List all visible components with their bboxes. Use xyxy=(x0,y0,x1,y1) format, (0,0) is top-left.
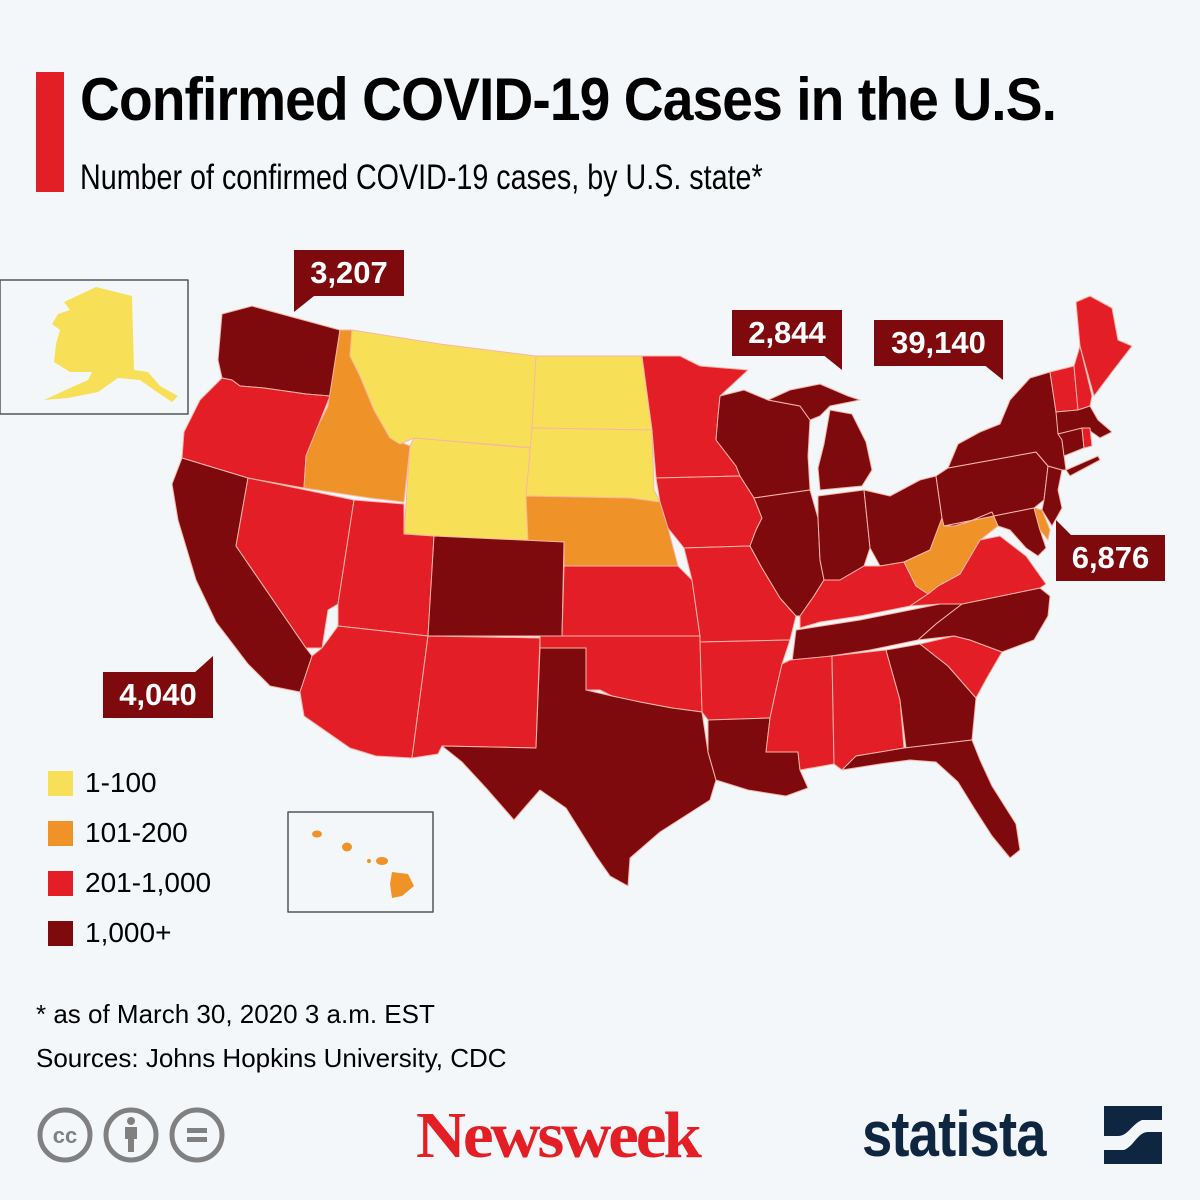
legend-swatch xyxy=(48,820,73,846)
legend: 1-100 101-200 201-1,000 1,000+ xyxy=(48,758,211,958)
legend-swatch xyxy=(48,870,73,896)
state-hawaii xyxy=(312,830,414,898)
legend-item: 101-200 xyxy=(48,808,211,858)
state-south-dakota xyxy=(525,427,661,503)
state-north-dakota xyxy=(531,355,653,431)
state-delaware xyxy=(1033,507,1051,541)
statista-logo[interactable]: statista xyxy=(862,1098,1047,1170)
state-washington xyxy=(217,305,341,397)
svg-text:cc: cc xyxy=(53,1123,77,1148)
callout-california: 4,040 xyxy=(103,672,213,718)
state-kansas xyxy=(561,565,701,637)
state-rhode-island xyxy=(1081,427,1093,449)
state-wyoming xyxy=(403,437,531,543)
callout-washington: 3,207 xyxy=(294,250,404,296)
state-new-hampshire xyxy=(1073,345,1093,411)
legend-swatch xyxy=(48,920,73,946)
callout-new-jersey: 6,876 xyxy=(1056,535,1165,581)
legend-label: 201-1,000 xyxy=(85,867,212,898)
state-north-carolina xyxy=(917,587,1051,653)
state-michigan xyxy=(767,383,873,491)
state-florida xyxy=(841,739,1021,859)
date-note: * as of March 30, 2020 3 a.m. EST xyxy=(36,999,435,1029)
cc-icon[interactable]: cc xyxy=(36,1106,94,1164)
state-colorado xyxy=(427,535,565,637)
legend-label: 101-200 xyxy=(85,817,188,848)
attribution-icon[interactable] xyxy=(102,1106,160,1164)
state-maine xyxy=(1075,295,1133,397)
title-accent-bar xyxy=(36,72,64,192)
legend-label: 1-100 xyxy=(85,767,157,798)
state-alaska xyxy=(44,287,178,402)
hawaii-inset-frame xyxy=(287,811,434,913)
callout-new-york: 39,140 xyxy=(874,320,1003,366)
legend-item: 1,000+ xyxy=(48,908,211,958)
state-montana xyxy=(349,329,537,449)
statista-mark-icon xyxy=(1104,1106,1162,1164)
state-iowa xyxy=(655,475,763,549)
sources-note: Sources: Johns Hopkins University, CDC xyxy=(36,1043,507,1073)
callout-illinois: 2,844 xyxy=(732,310,842,356)
state-texas xyxy=(441,647,717,887)
license-icons: cc xyxy=(36,1106,226,1164)
page-subtitle: Number of confirmed COVID-19 cases, by U… xyxy=(80,158,763,197)
footnote: * as of March 30, 2020 3 a.m. EST Source… xyxy=(36,992,507,1080)
page-title: Confirmed COVID-19 Cases in the U.S. xyxy=(80,66,1057,133)
legend-item: 1-100 xyxy=(48,758,211,808)
newsweek-logo[interactable]: Newsweek xyxy=(416,1099,702,1172)
alaska-inset-frame xyxy=(0,279,189,415)
no-derivatives-icon[interactable] xyxy=(168,1106,226,1164)
legend-item: 201-1,000 xyxy=(48,858,211,908)
state-new-jersey xyxy=(1041,465,1063,527)
legend-label: 1,000+ xyxy=(85,917,172,948)
state-connecticut xyxy=(1057,427,1085,457)
state-new-mexico xyxy=(411,635,541,759)
legend-swatch xyxy=(48,770,73,796)
